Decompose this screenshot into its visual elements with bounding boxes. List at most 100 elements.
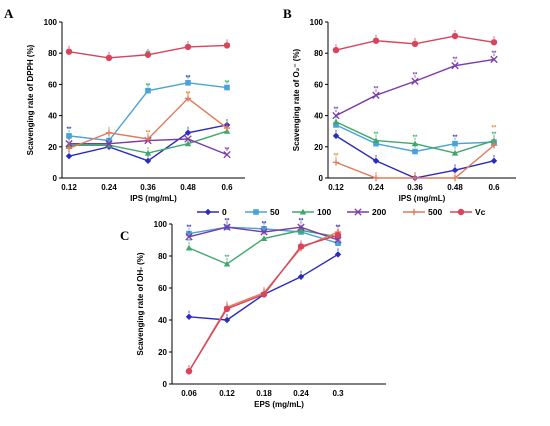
series-line-500	[188, 231, 339, 372]
y-axis-label: Scavenging rate of OH- (%)	[136, 252, 145, 355]
data-point	[144, 149, 152, 156]
x-tick-label: 0.3	[332, 389, 344, 398]
legend-label: 0	[222, 207, 227, 217]
significance-marker: **	[146, 51, 151, 57]
significance-marker: **	[334, 154, 339, 160]
data-point	[451, 149, 459, 156]
series-line-200	[335, 58, 495, 117]
significance-marker: **	[225, 80, 230, 86]
data-point	[223, 42, 231, 49]
data-point	[411, 40, 419, 48]
significance-marker: **	[453, 135, 458, 141]
data-point	[332, 132, 340, 140]
data-point	[105, 129, 113, 136]
data-point	[490, 142, 498, 149]
significance-marker: **	[187, 225, 192, 231]
y-tick-label: 20	[48, 143, 57, 152]
data-point	[451, 32, 459, 40]
x-tick-label: 0.6	[488, 183, 500, 192]
data-point	[332, 118, 340, 125]
y-tick-label: 0	[163, 380, 168, 389]
legend-label: 50	[270, 207, 280, 217]
data-point	[185, 368, 193, 375]
legend-label: 200	[372, 207, 386, 217]
legend-item-vc: Vc	[450, 207, 486, 217]
data-point	[372, 137, 380, 144]
y-axis-label: Scavenging rate of DPPH (%)	[26, 44, 35, 155]
x-tick-label: 0.24	[293, 389, 309, 398]
data-point	[184, 43, 192, 51]
significance-marker: **	[299, 218, 304, 224]
data-point	[334, 251, 342, 258]
data-point	[490, 39, 498, 46]
data-point	[297, 223, 305, 231]
x-tick-label: 0.24	[368, 183, 384, 192]
data-point	[65, 48, 73, 55]
data-point	[451, 174, 459, 182]
legend-label: 100	[317, 207, 331, 217]
y-tick-label: 20	[158, 348, 167, 357]
data-point	[185, 233, 193, 241]
data-point	[332, 111, 340, 120]
x-tick-label: 0.48	[180, 183, 196, 192]
significance-marker: **	[67, 127, 72, 133]
data-point	[260, 235, 268, 241]
data-point	[65, 145, 73, 152]
y-tick-label: 60	[48, 80, 57, 89]
data-point	[412, 148, 418, 155]
y-tick-label: 80	[314, 49, 323, 58]
data-point	[451, 62, 459, 70]
significance-marker: **	[453, 57, 458, 63]
data-point	[65, 142, 73, 148]
legend-marker	[457, 208, 465, 216]
data-point	[65, 152, 73, 160]
data-point	[66, 133, 72, 139]
data-point	[184, 140, 192, 147]
significance-marker: **	[186, 91, 191, 97]
data-point	[334, 232, 342, 239]
data-point	[223, 223, 231, 231]
data-point	[144, 157, 152, 165]
significance-marker: **	[262, 222, 267, 228]
series-line-vc	[188, 234, 339, 372]
y-tick-label: 100	[310, 18, 324, 27]
significance-marker: **	[413, 135, 418, 141]
y-tick-label: 20	[314, 143, 323, 152]
y-tick-label: 0	[319, 174, 324, 183]
y-tick-label: 40	[314, 112, 323, 121]
data-point	[333, 122, 339, 128]
data-point	[223, 260, 231, 267]
data-point	[411, 77, 419, 85]
x-tick-label: 0.18	[256, 389, 272, 398]
data-point	[490, 55, 498, 64]
chart-panel-a: A 0 20 40 60 80 100 0.12 0.24 0.36 0.48 0.6 IPS (mg/…	[4, 6, 245, 203]
data-point	[452, 140, 458, 147]
data-point	[185, 244, 193, 251]
y-tick-label: 40	[158, 316, 167, 325]
x-tick-label: 0.36	[407, 183, 423, 192]
chart-panel-b: B 0 20 40 60 80 100 0.12 0.24 0.36 0.48 0.6 IPS (mg/…	[283, 6, 516, 203]
data-point	[224, 84, 230, 91]
data-point	[144, 51, 152, 58]
data-point	[105, 142, 113, 148]
significance-marker: **	[225, 255, 230, 261]
x-axis-label: IPS (mg/mL)	[130, 194, 177, 203]
legend-marker	[299, 208, 307, 215]
x-tick-label: 0.24	[101, 183, 117, 192]
legend-marker	[253, 209, 259, 215]
x-tick-label: 0.12	[61, 183, 77, 192]
y-tick-label: 0	[53, 174, 58, 183]
legend-marker	[410, 208, 418, 216]
data-point	[411, 174, 419, 182]
legend-label: Vc	[475, 207, 486, 217]
data-point	[184, 135, 192, 143]
y-tick-label: 80	[48, 49, 57, 58]
data-point	[297, 227, 305, 233]
y-tick-label: 100	[44, 18, 58, 27]
x-axis-label: IPS (mg/mL)	[399, 194, 446, 203]
significance-marker: **	[492, 132, 497, 138]
data-point	[335, 240, 341, 246]
x-tick-label: 0.6	[221, 183, 233, 192]
series-line-0	[188, 253, 339, 321]
data-point	[297, 273, 305, 280]
